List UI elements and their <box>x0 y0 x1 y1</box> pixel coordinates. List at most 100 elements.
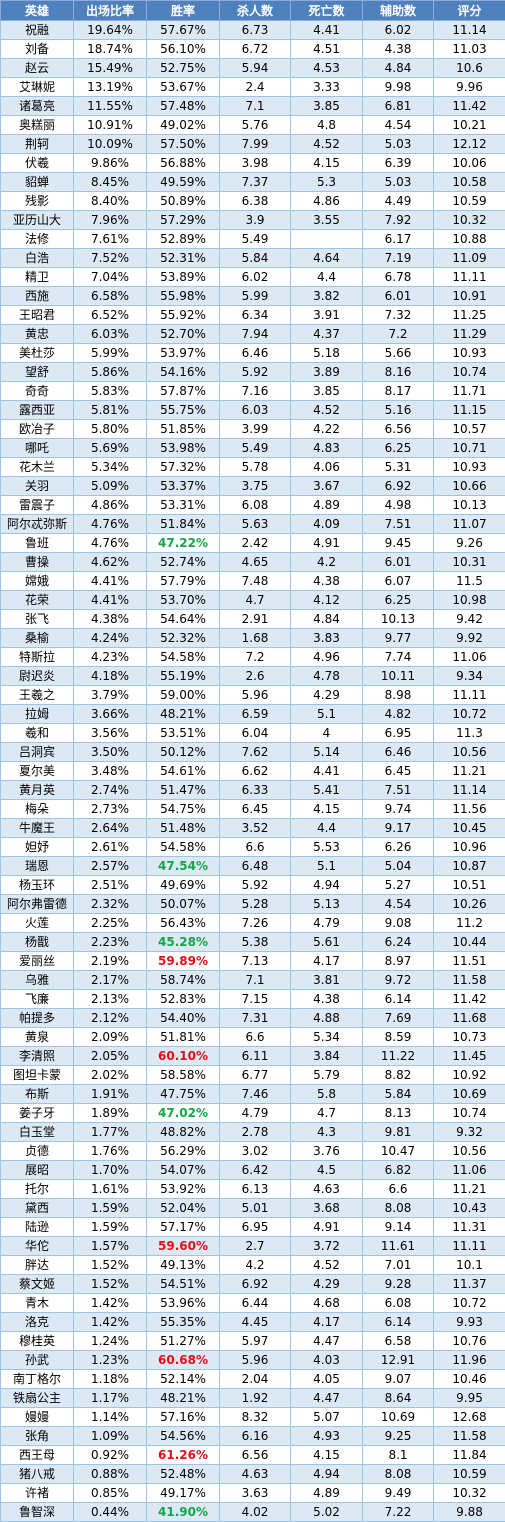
kills-cell: 7.1 <box>220 971 291 990</box>
deaths-cell: 3.68 <box>291 1199 363 1218</box>
win-rate-cell: 55.19% <box>147 667 220 686</box>
deaths-cell: 4.52 <box>291 1256 363 1275</box>
kills-cell: 6.59 <box>220 705 291 724</box>
assists-cell: 8.97 <box>363 952 434 971</box>
pick-rate-cell: 1.24% <box>74 1332 147 1351</box>
assists-cell: 5.16 <box>363 401 434 420</box>
win-rate-cell: 50.89% <box>147 192 220 211</box>
score-cell: 10.32 <box>434 1484 505 1503</box>
deaths-cell: 4.51 <box>291 40 363 59</box>
win-rate-cell: 53.89% <box>147 268 220 287</box>
deaths-cell: 3.55 <box>291 211 363 230</box>
win-rate-cell: 47.22% <box>147 534 220 553</box>
deaths-cell: 5.34 <box>291 1028 363 1047</box>
win-rate-cell: 57.32% <box>147 458 220 477</box>
win-rate-cell: 49.02% <box>147 116 220 135</box>
assists-cell: 9.49 <box>363 1484 434 1503</box>
deaths-cell: 3.72 <box>291 1237 363 1256</box>
win-rate-cell: 58.74% <box>147 971 220 990</box>
hero-name-cell: 南丁格尔 <box>1 1370 74 1389</box>
deaths-cell: 4.94 <box>291 1465 363 1484</box>
deaths-cell: 5.13 <box>291 895 363 914</box>
deaths-cell: 4.78 <box>291 667 363 686</box>
kills-cell: 7.48 <box>220 572 291 591</box>
kills-cell: 6.6 <box>220 1028 291 1047</box>
pick-rate-cell: 3.56% <box>74 724 147 743</box>
hero-name-cell: 艾琳妮 <box>1 78 74 97</box>
score-cell: 11.37 <box>434 1275 505 1294</box>
hero-name-cell: 诸葛亮 <box>1 97 74 116</box>
pick-rate-cell: 1.89% <box>74 1104 147 1123</box>
hero-name-cell: 雷震子 <box>1 496 74 515</box>
pick-rate-cell: 1.59% <box>74 1199 147 1218</box>
pick-rate-cell: 1.42% <box>74 1313 147 1332</box>
hero-name-cell: 华佗 <box>1 1237 74 1256</box>
score-cell: 10.88 <box>434 230 505 249</box>
pick-rate-cell: 0.88% <box>74 1465 147 1484</box>
deaths-cell: 4.37 <box>291 325 363 344</box>
deaths-cell: 4.5 <box>291 1161 363 1180</box>
score-cell: 10.59 <box>434 192 505 211</box>
hero-name-cell: 亚历山大 <box>1 211 74 230</box>
deaths-cell: 3.67 <box>291 477 363 496</box>
header-score: 评分 <box>434 1 505 21</box>
kills-cell: 6.73 <box>220 21 291 40</box>
assists-cell: 6.25 <box>363 439 434 458</box>
kills-cell: 7.26 <box>220 914 291 933</box>
pick-rate-cell: 3.66% <box>74 705 147 724</box>
pick-rate-cell: 2.02% <box>74 1066 147 1085</box>
hero-name-cell: 黄月英 <box>1 781 74 800</box>
hero-name-cell: 图坦卡蒙 <box>1 1066 74 1085</box>
score-cell: 10.13 <box>434 496 505 515</box>
assists-cell: 5.27 <box>363 876 434 895</box>
assists-cell: 5.03 <box>363 173 434 192</box>
score-cell: 11.2 <box>434 914 505 933</box>
win-rate-cell: 61.26% <box>147 1446 220 1465</box>
pick-rate-cell: 1.76% <box>74 1142 147 1161</box>
assists-cell: 8.59 <box>363 1028 434 1047</box>
score-cell: 10.51 <box>434 876 505 895</box>
assists-cell: 7.92 <box>363 211 434 230</box>
pick-rate-cell: 1.91% <box>74 1085 147 1104</box>
score-cell: 11.5 <box>434 572 505 591</box>
assists-cell: 7.51 <box>363 781 434 800</box>
pick-rate-cell: 1.70% <box>74 1161 147 1180</box>
kills-cell: 5.28 <box>220 895 291 914</box>
win-rate-cell: 54.07% <box>147 1161 220 1180</box>
score-cell: 9.95 <box>434 1389 505 1408</box>
win-rate-cell: 55.35% <box>147 1313 220 1332</box>
score-cell: 10.56 <box>434 743 505 762</box>
pick-rate-cell: 4.62% <box>74 553 147 572</box>
assists-cell: 9.45 <box>363 534 434 553</box>
kills-cell: 6.03 <box>220 401 291 420</box>
deaths-cell: 3.81 <box>291 971 363 990</box>
hero-name-cell: 飞廉 <box>1 990 74 1009</box>
deaths-cell: 4.52 <box>291 135 363 154</box>
assists-cell: 8.98 <box>363 686 434 705</box>
assists-cell: 4.82 <box>363 705 434 724</box>
deaths-cell: 5.3 <box>291 173 363 192</box>
win-rate-cell: 52.14% <box>147 1370 220 1389</box>
deaths-cell: 4.03 <box>291 1351 363 1370</box>
hero-name-cell: 鲁班 <box>1 534 74 553</box>
deaths-cell: 4.91 <box>291 1218 363 1237</box>
score-cell: 10.6 <box>434 59 505 78</box>
win-rate-cell: 55.98% <box>147 287 220 306</box>
win-rate-cell: 48.21% <box>147 1389 220 1408</box>
hero-name-cell: 杨玉环 <box>1 876 74 895</box>
kills-cell: 6.44 <box>220 1294 291 1313</box>
deaths-cell: 4.38 <box>291 572 363 591</box>
pick-rate-cell: 2.32% <box>74 895 147 914</box>
score-cell: 11.06 <box>434 1161 505 1180</box>
